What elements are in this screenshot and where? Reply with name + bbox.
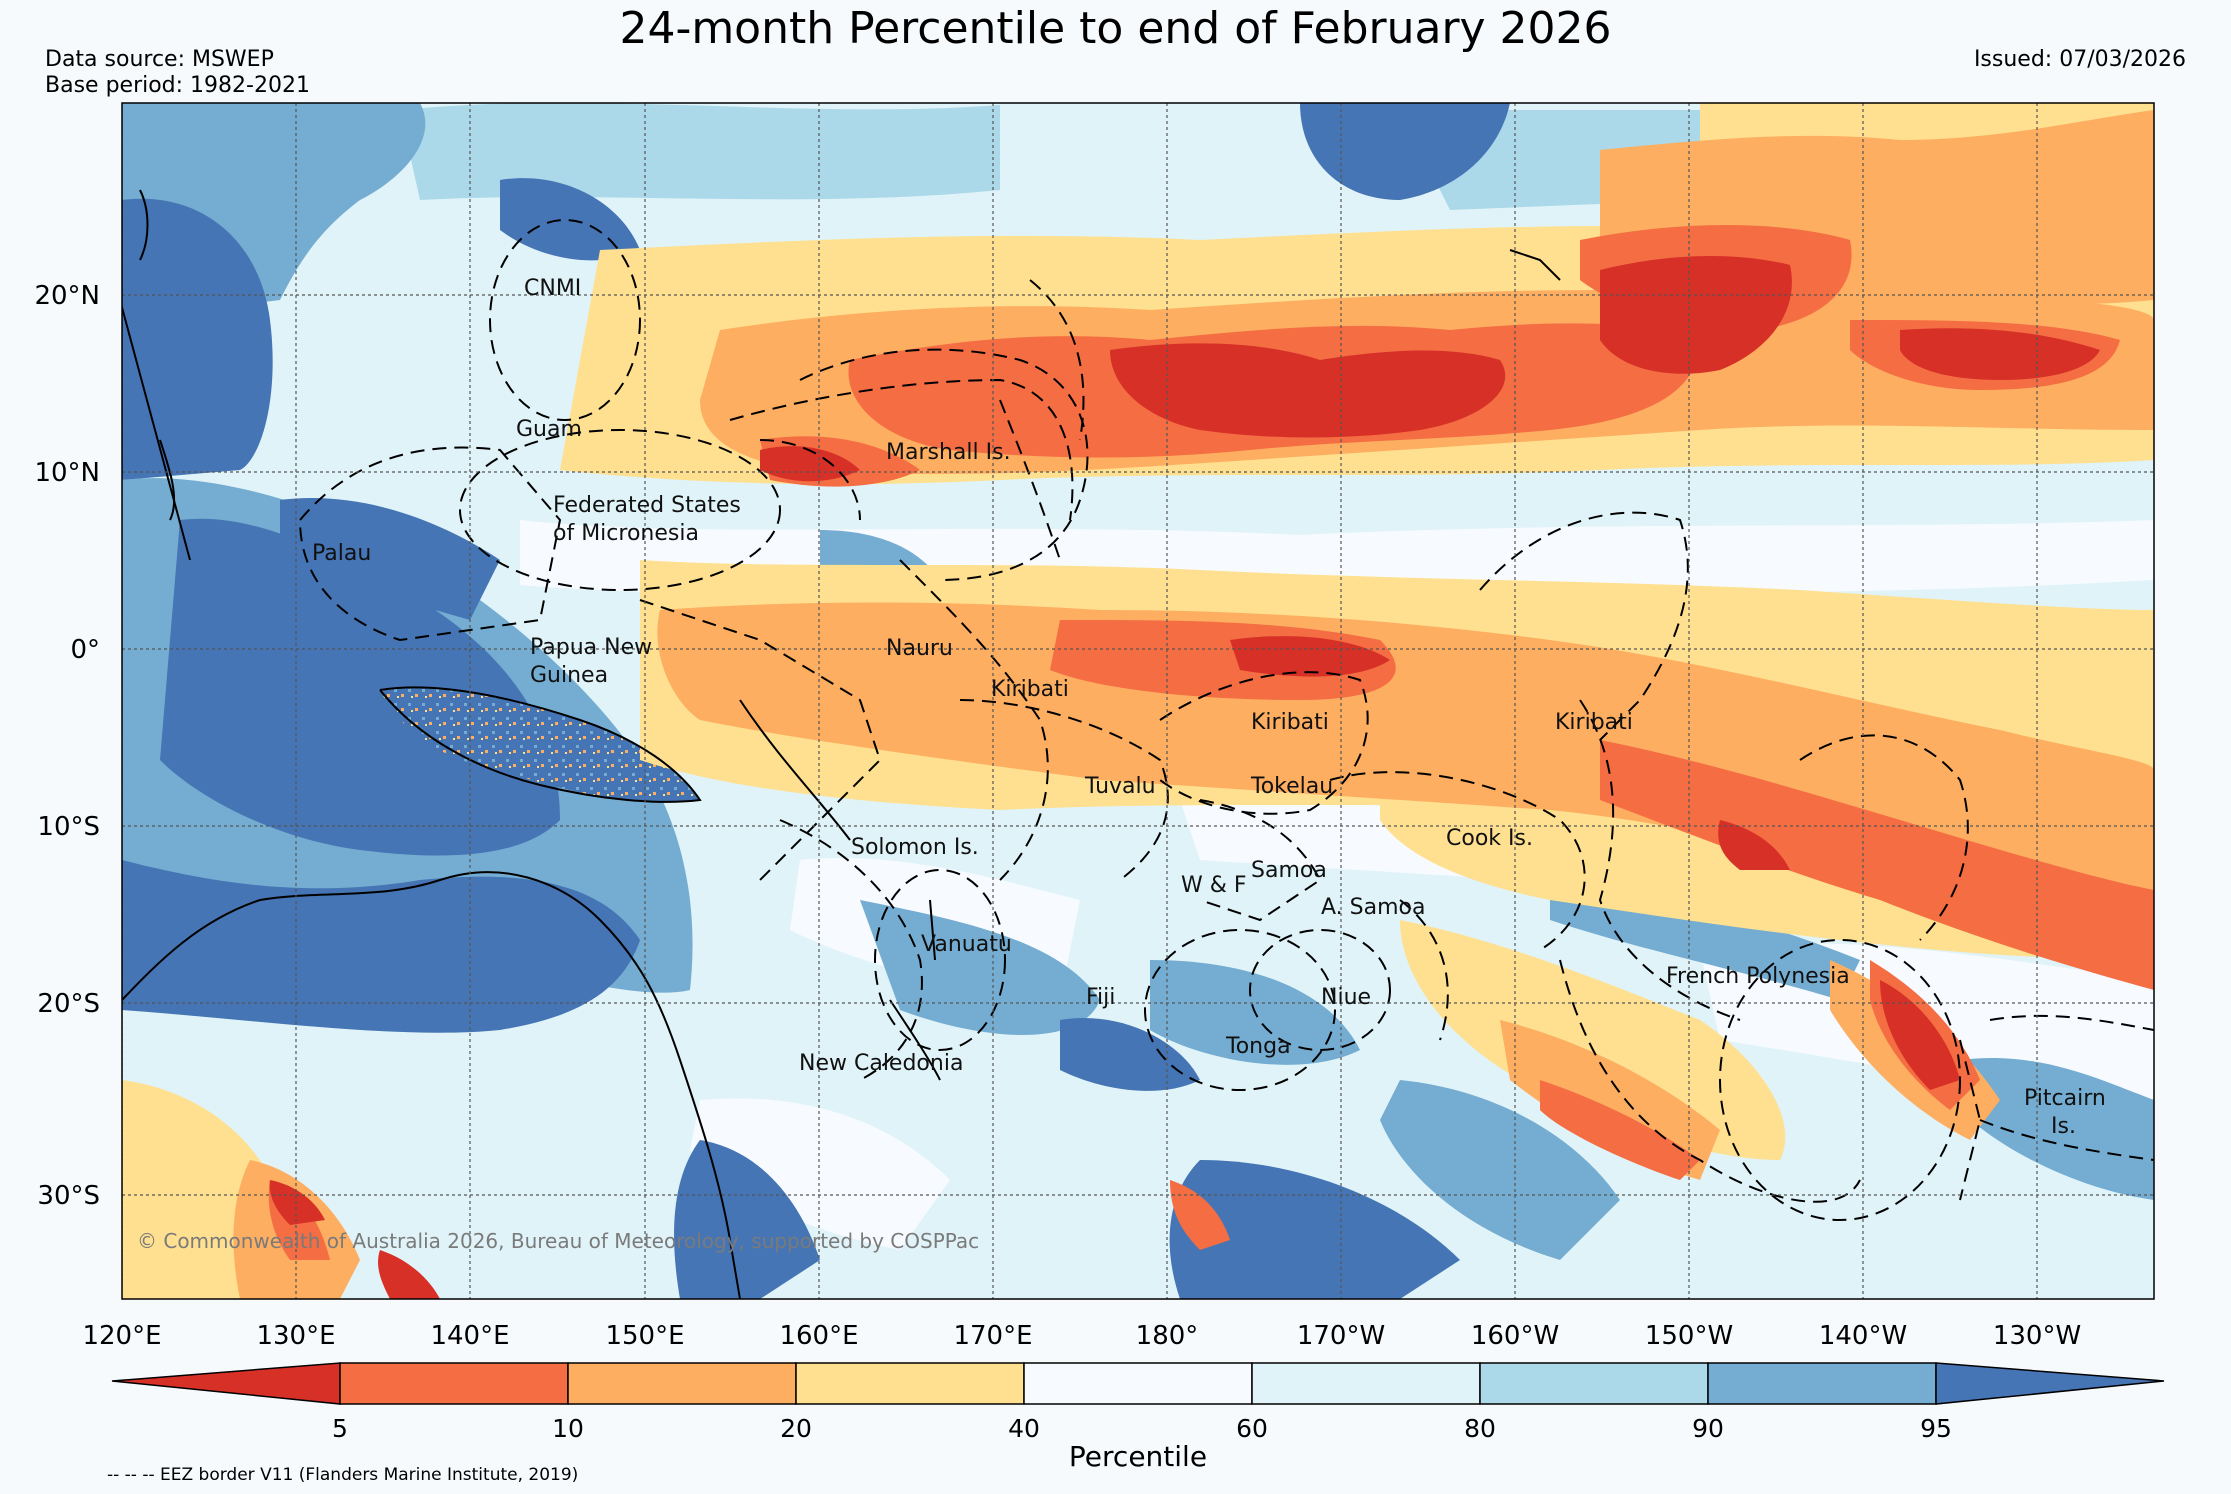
colorbar-segment: [1023, 1362, 1253, 1405]
lon-label-170w: 170°W: [1297, 1321, 1385, 1351]
colorbar-segment: [1251, 1362, 1481, 1405]
colorbar-tick-label: 5: [332, 1414, 348, 1443]
lat-label-10s: 10°S: [37, 812, 100, 842]
label-png-line1: Papua New: [530, 635, 652, 660]
label-samoa: Samoa: [1251, 858, 1327, 883]
colorbar-segment: [1479, 1362, 1709, 1405]
label-tuvalu: Tuvalu: [1084, 774, 1156, 799]
colorbar-low-extension: [111, 1362, 341, 1405]
label-tokelau: Tokelau: [1250, 774, 1333, 799]
graticule: [122, 103, 2154, 1299]
lon-label-150w: 150°W: [1645, 1321, 1733, 1351]
label-solomon-islands: Solomon Is.: [851, 835, 979, 860]
label-pitcairn-line1: Pitcairn: [2024, 1086, 2106, 1111]
lat-label-30s: 30°S: [37, 1181, 100, 1211]
colorbar-segment: [567, 1362, 797, 1405]
lon-label-140w: 140°W: [1819, 1321, 1907, 1351]
lat-label-0: 0°: [70, 635, 100, 665]
label-tonga: Tonga: [1225, 1034, 1291, 1059]
lon-label-160e: 160°E: [779, 1321, 858, 1351]
lat-label-20s: 20°S: [37, 989, 100, 1019]
region-labels: CNMI Guam Marshall Is. Federated States …: [312, 276, 2106, 1139]
label-american-samoa: A. Samoa: [1321, 895, 1425, 920]
percentile-90-95-areas: [122, 103, 2154, 1299]
label-guam: Guam: [516, 417, 582, 442]
lon-label-170e: 170°E: [953, 1321, 1032, 1351]
lon-label-130e: 130°E: [256, 1321, 335, 1351]
label-kiribati-central: Kiribati: [1251, 710, 1329, 735]
label-vanuatu: Vanuatu: [921, 932, 1012, 957]
lon-label-130w: 130°W: [1993, 1321, 2081, 1351]
eez-borders: [299, 219, 2154, 1221]
issued-date: Issued: 07/03/2026: [1973, 47, 2186, 72]
map-frame: [121, 102, 2155, 1300]
colorbar-tick-label: 20: [780, 1414, 812, 1443]
colorbar-tick-label: 95: [1920, 1414, 1952, 1443]
colorbar-label: Percentile: [1069, 1440, 1207, 1473]
colorbar-tick-label: 40: [1008, 1414, 1040, 1443]
label-cook-islands: Cook Is.: [1446, 826, 1533, 851]
colorbar-segment: [1707, 1362, 1937, 1405]
label-png-line2: Guinea: [530, 663, 608, 688]
latitude-labels: 20°N 10°N 0° 10°S 20°S 30°S: [34, 281, 100, 1211]
label-palau: Palau: [312, 541, 371, 566]
lon-label-140e: 140°E: [430, 1321, 509, 1351]
colorbar-tick-label: 10: [552, 1414, 584, 1443]
lat-label-20n: 20°N: [34, 281, 100, 311]
percentile-below-5-areas: [269, 255, 2100, 1299]
label-pitcairn-line2: Is.: [2051, 1114, 2076, 1139]
label-nauru: Nauru: [886, 636, 953, 661]
label-wallis-futuna: W & F: [1181, 873, 1247, 898]
data-info: Data source: MSWEP Base period: 1982-202…: [45, 47, 310, 99]
label-fiji: Fiji: [1086, 985, 1115, 1010]
colorbar-tick-label: 90: [1692, 1414, 1724, 1443]
eez-legend-note: -- -- -- EEZ border V11 (Flanders Marine…: [107, 1465, 578, 1485]
colorbar-high-extension: [1935, 1362, 2165, 1405]
label-kiribati-west: Kiribati: [991, 677, 1069, 702]
label-cnmi: CNMI: [524, 276, 581, 301]
colorbar-segment: [339, 1362, 569, 1405]
lat-label-10n: 10°N: [34, 458, 100, 488]
label-fsm-line2: of Micronesia: [553, 521, 699, 546]
png-land-noise: [380, 687, 700, 803]
lon-label-180: 180°: [1136, 1321, 1199, 1351]
colorbar: 5 10 20 40 60 80 90 95 Percentile: [111, 1362, 2165, 1473]
longitude-labels: 120°E 130°E 140°E 150°E 160°E 170°E 180°…: [82, 1321, 2081, 1351]
label-french-polynesia: French Polynesia: [1666, 964, 1850, 989]
label-kiribati-east: Kiribati: [1555, 710, 1633, 735]
map-area: CNMI Guam Marshall Is. Federated States …: [122, 103, 2154, 1299]
label-niue: Niue: [1321, 985, 1371, 1010]
map-title: 24-month Percentile to end of February 2…: [619, 3, 1612, 54]
label-marshall-islands: Marshall Is.: [886, 440, 1011, 465]
label-new-caledonia: New Caledonia: [799, 1051, 963, 1076]
data-source: Data source: MSWEP: [45, 47, 274, 72]
colorbar-tick-label: 60: [1236, 1414, 1268, 1443]
lon-label-150e: 150°E: [605, 1321, 684, 1351]
colorbar-segment: [795, 1362, 1025, 1405]
colorbar-tick-label: 80: [1464, 1414, 1496, 1443]
label-fsm-line1: Federated States: [553, 493, 741, 518]
lon-label-120e: 120°E: [82, 1321, 161, 1351]
base-period: Base period: 1982-2021: [45, 73, 310, 98]
copyright-notice: © Commonwealth of Australia 2026, Bureau…: [137, 1229, 979, 1253]
lon-label-160w: 160°W: [1471, 1321, 1559, 1351]
